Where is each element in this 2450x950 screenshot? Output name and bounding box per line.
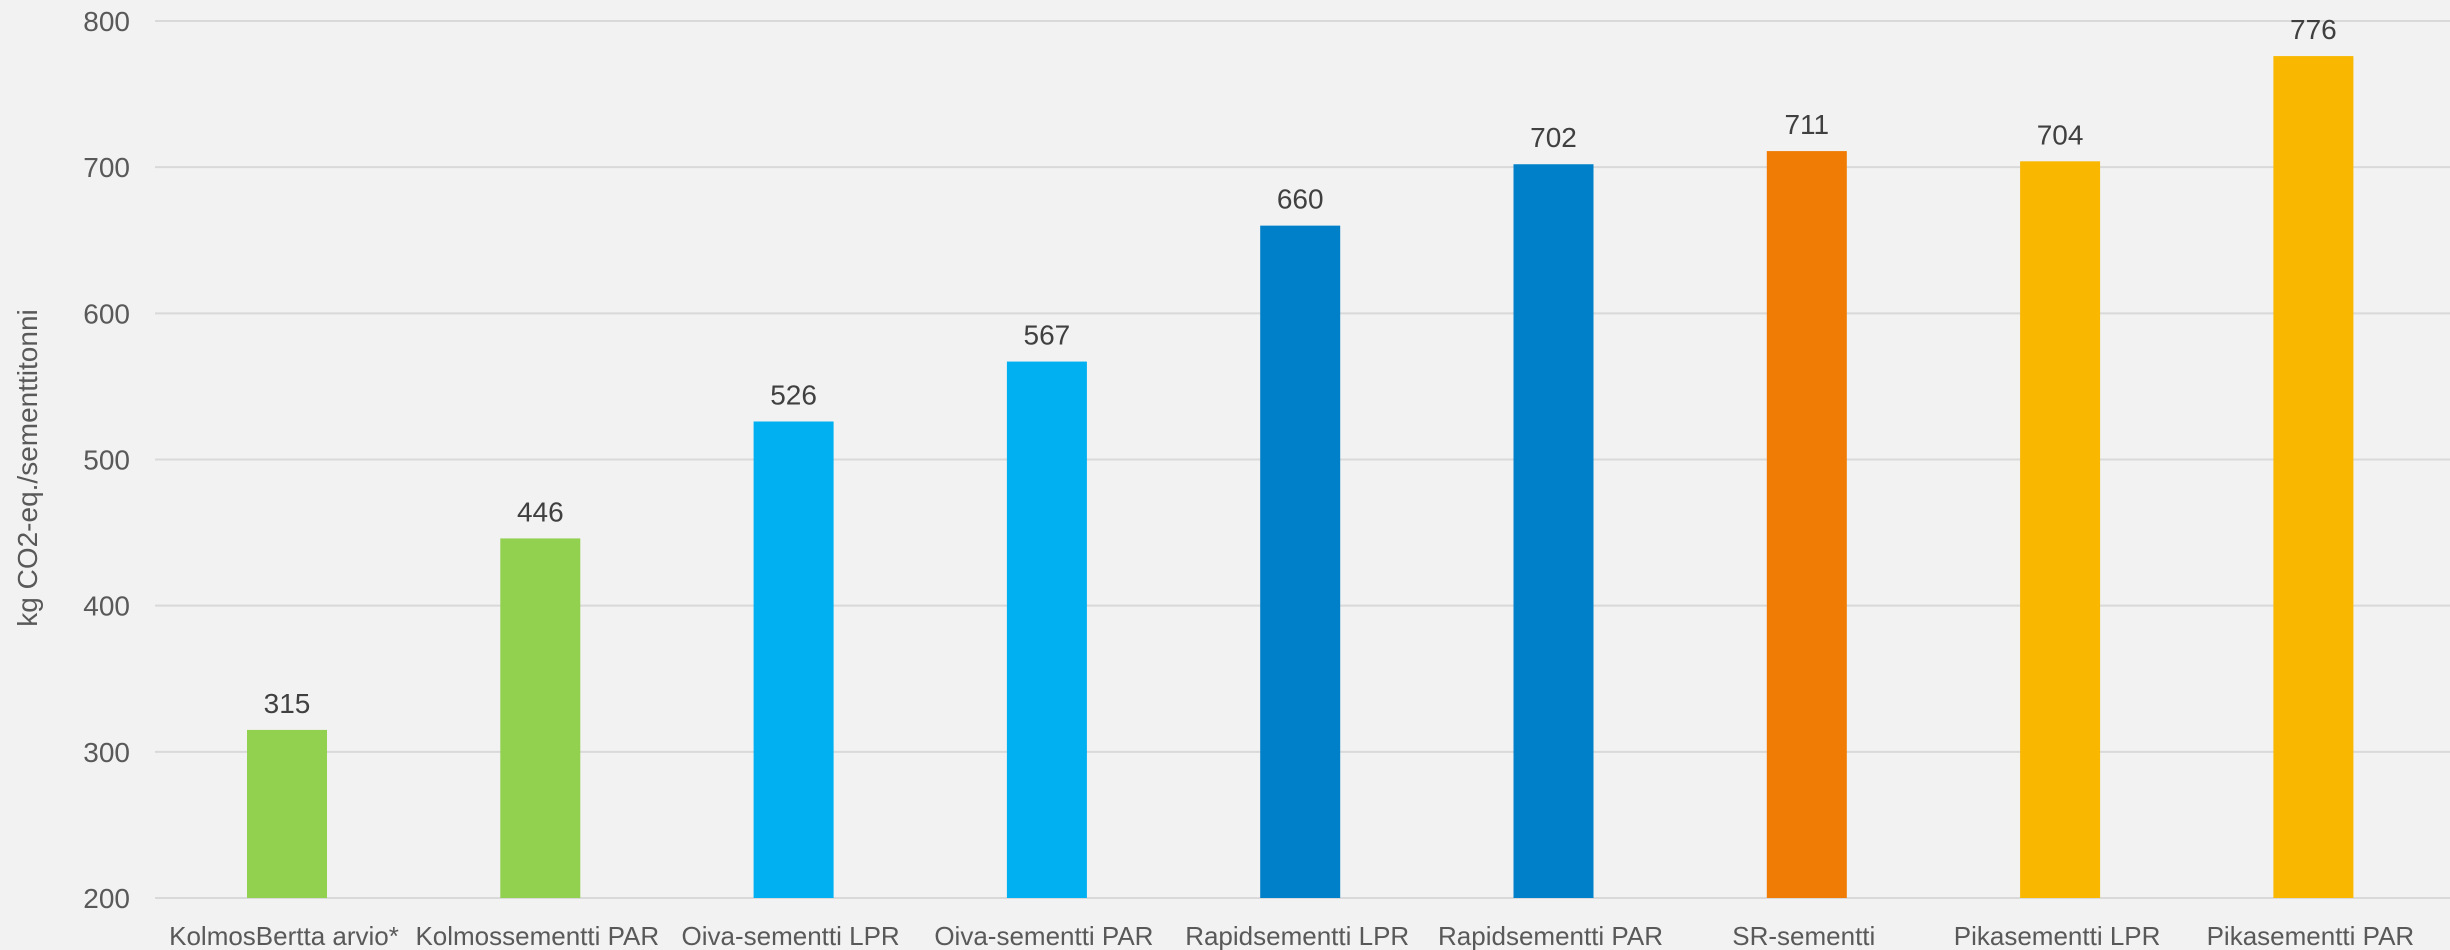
data-label-6: 702 [1530, 122, 1577, 153]
x-category-label-1: KolmosBertta arvio* [169, 921, 399, 950]
data-label-2: 446 [517, 496, 564, 527]
y-tick-label-600: 600 [83, 298, 130, 329]
y-tick-label-800: 800 [83, 6, 130, 37]
x-category-label-6: Rapidsementti PAR [1438, 921, 1663, 950]
data-label-5: 660 [1277, 184, 1324, 215]
x-category-label-7: SR-sementti [1732, 921, 1875, 950]
y-tick-label-700: 700 [83, 152, 130, 183]
data-label-1: 315 [264, 688, 311, 719]
x-category-label-2: Kolmossementti PAR [415, 921, 659, 950]
y-tick-label-500: 500 [83, 445, 130, 476]
data-label-8: 704 [2037, 119, 2084, 150]
x-category-label-5: Rapidsementti LPR [1185, 921, 1409, 950]
x-category-label-9: Pikasementti PAR [2207, 921, 2415, 950]
x-category-label-3: Oiva-sementti LPR [682, 921, 900, 950]
data-label-9: 776 [2290, 14, 2337, 45]
bar-8 [2020, 161, 2101, 898]
bar-9 [2273, 56, 2354, 898]
data-label-4: 567 [1024, 320, 1071, 351]
bar-7 [1766, 151, 1847, 899]
x-axis-category-labels: KolmosBertta arvio* Kolmossementti PAR Oiv… [169, 921, 2414, 950]
y-tick-label-200: 200 [83, 883, 130, 914]
bar-5 [1260, 225, 1341, 899]
bar-1 [247, 729, 327, 898]
bars [247, 56, 2354, 899]
y-axis-title: kg CO2-eq./sementtitonni [12, 309, 43, 627]
x-category-label-8: Pikasementti LPR [1954, 921, 2161, 950]
data-labels: 315 446 526 567 660 702 711 704 776 [264, 14, 2337, 719]
y-tick-label-300: 300 [83, 737, 130, 768]
bar-2 [500, 538, 581, 898]
data-label-3: 526 [770, 379, 817, 410]
data-label-7: 711 [1784, 109, 1829, 140]
bar-3 [753, 421, 834, 898]
y-axis-tick-labels: 200 300 400 500 600 700 800 [83, 6, 130, 914]
x-category-label-4: Oiva-sementti PAR [934, 921, 1153, 950]
y-tick-label-400: 400 [83, 591, 130, 622]
bar-4 [1006, 361, 1087, 898]
bar-6 [1513, 164, 1594, 898]
